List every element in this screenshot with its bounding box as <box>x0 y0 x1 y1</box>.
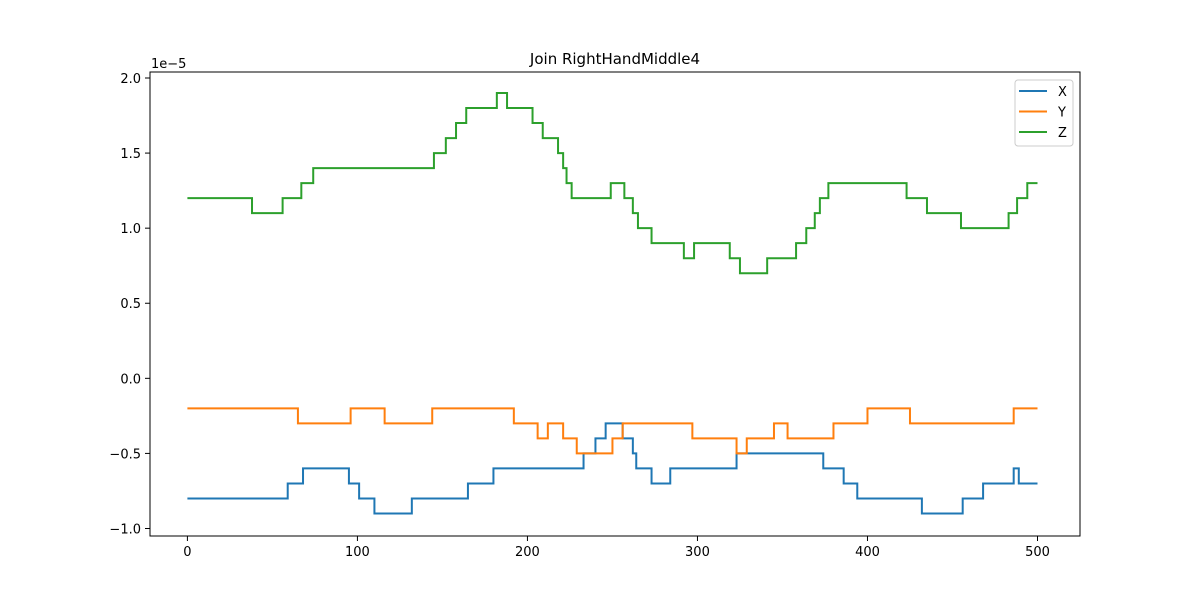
plot-frame <box>149 71 1081 537</box>
series-line-z <box>187 92 1038 275</box>
x-tick-label: 0 <box>183 545 191 560</box>
y-tick-label: 0.0 <box>120 372 141 387</box>
chart-title: Join RightHandMiddle4 <box>529 50 700 68</box>
series-line-x <box>187 422 1038 515</box>
legend-box <box>1014 79 1074 147</box>
y-tick-label: 1.5 <box>120 147 141 162</box>
x-tick-label: 400 <box>855 545 880 560</box>
legend-label-y: Y <box>1057 106 1066 121</box>
y-tick-label: 0.5 <box>120 297 141 312</box>
series-line-y <box>187 407 1038 455</box>
y-axis: −1.0 −0.5 0.0 0.5 1.0 1.5 2.0 <box>109 72 150 537</box>
x-tick-label: 200 <box>515 545 540 560</box>
y-offset-label: 1e−5 <box>151 57 186 72</box>
x-tick-label: 300 <box>685 545 710 560</box>
y-tick-label: −0.5 <box>109 447 141 462</box>
x-tick-label: 500 <box>1025 545 1050 560</box>
legend: XYZ <box>1014 79 1074 147</box>
x-tick-label: 100 <box>345 545 370 560</box>
series-layer <box>187 92 1038 515</box>
y-tick-label: −1.0 <box>109 522 141 537</box>
legend-label-x: X <box>1058 85 1067 100</box>
x-axis: 0 100 200 300 400 500 <box>183 536 1050 560</box>
y-tick-label: 2.0 <box>120 72 141 87</box>
legend-label-z: Z <box>1058 126 1067 141</box>
y-tick-label: 1.0 <box>120 222 141 237</box>
